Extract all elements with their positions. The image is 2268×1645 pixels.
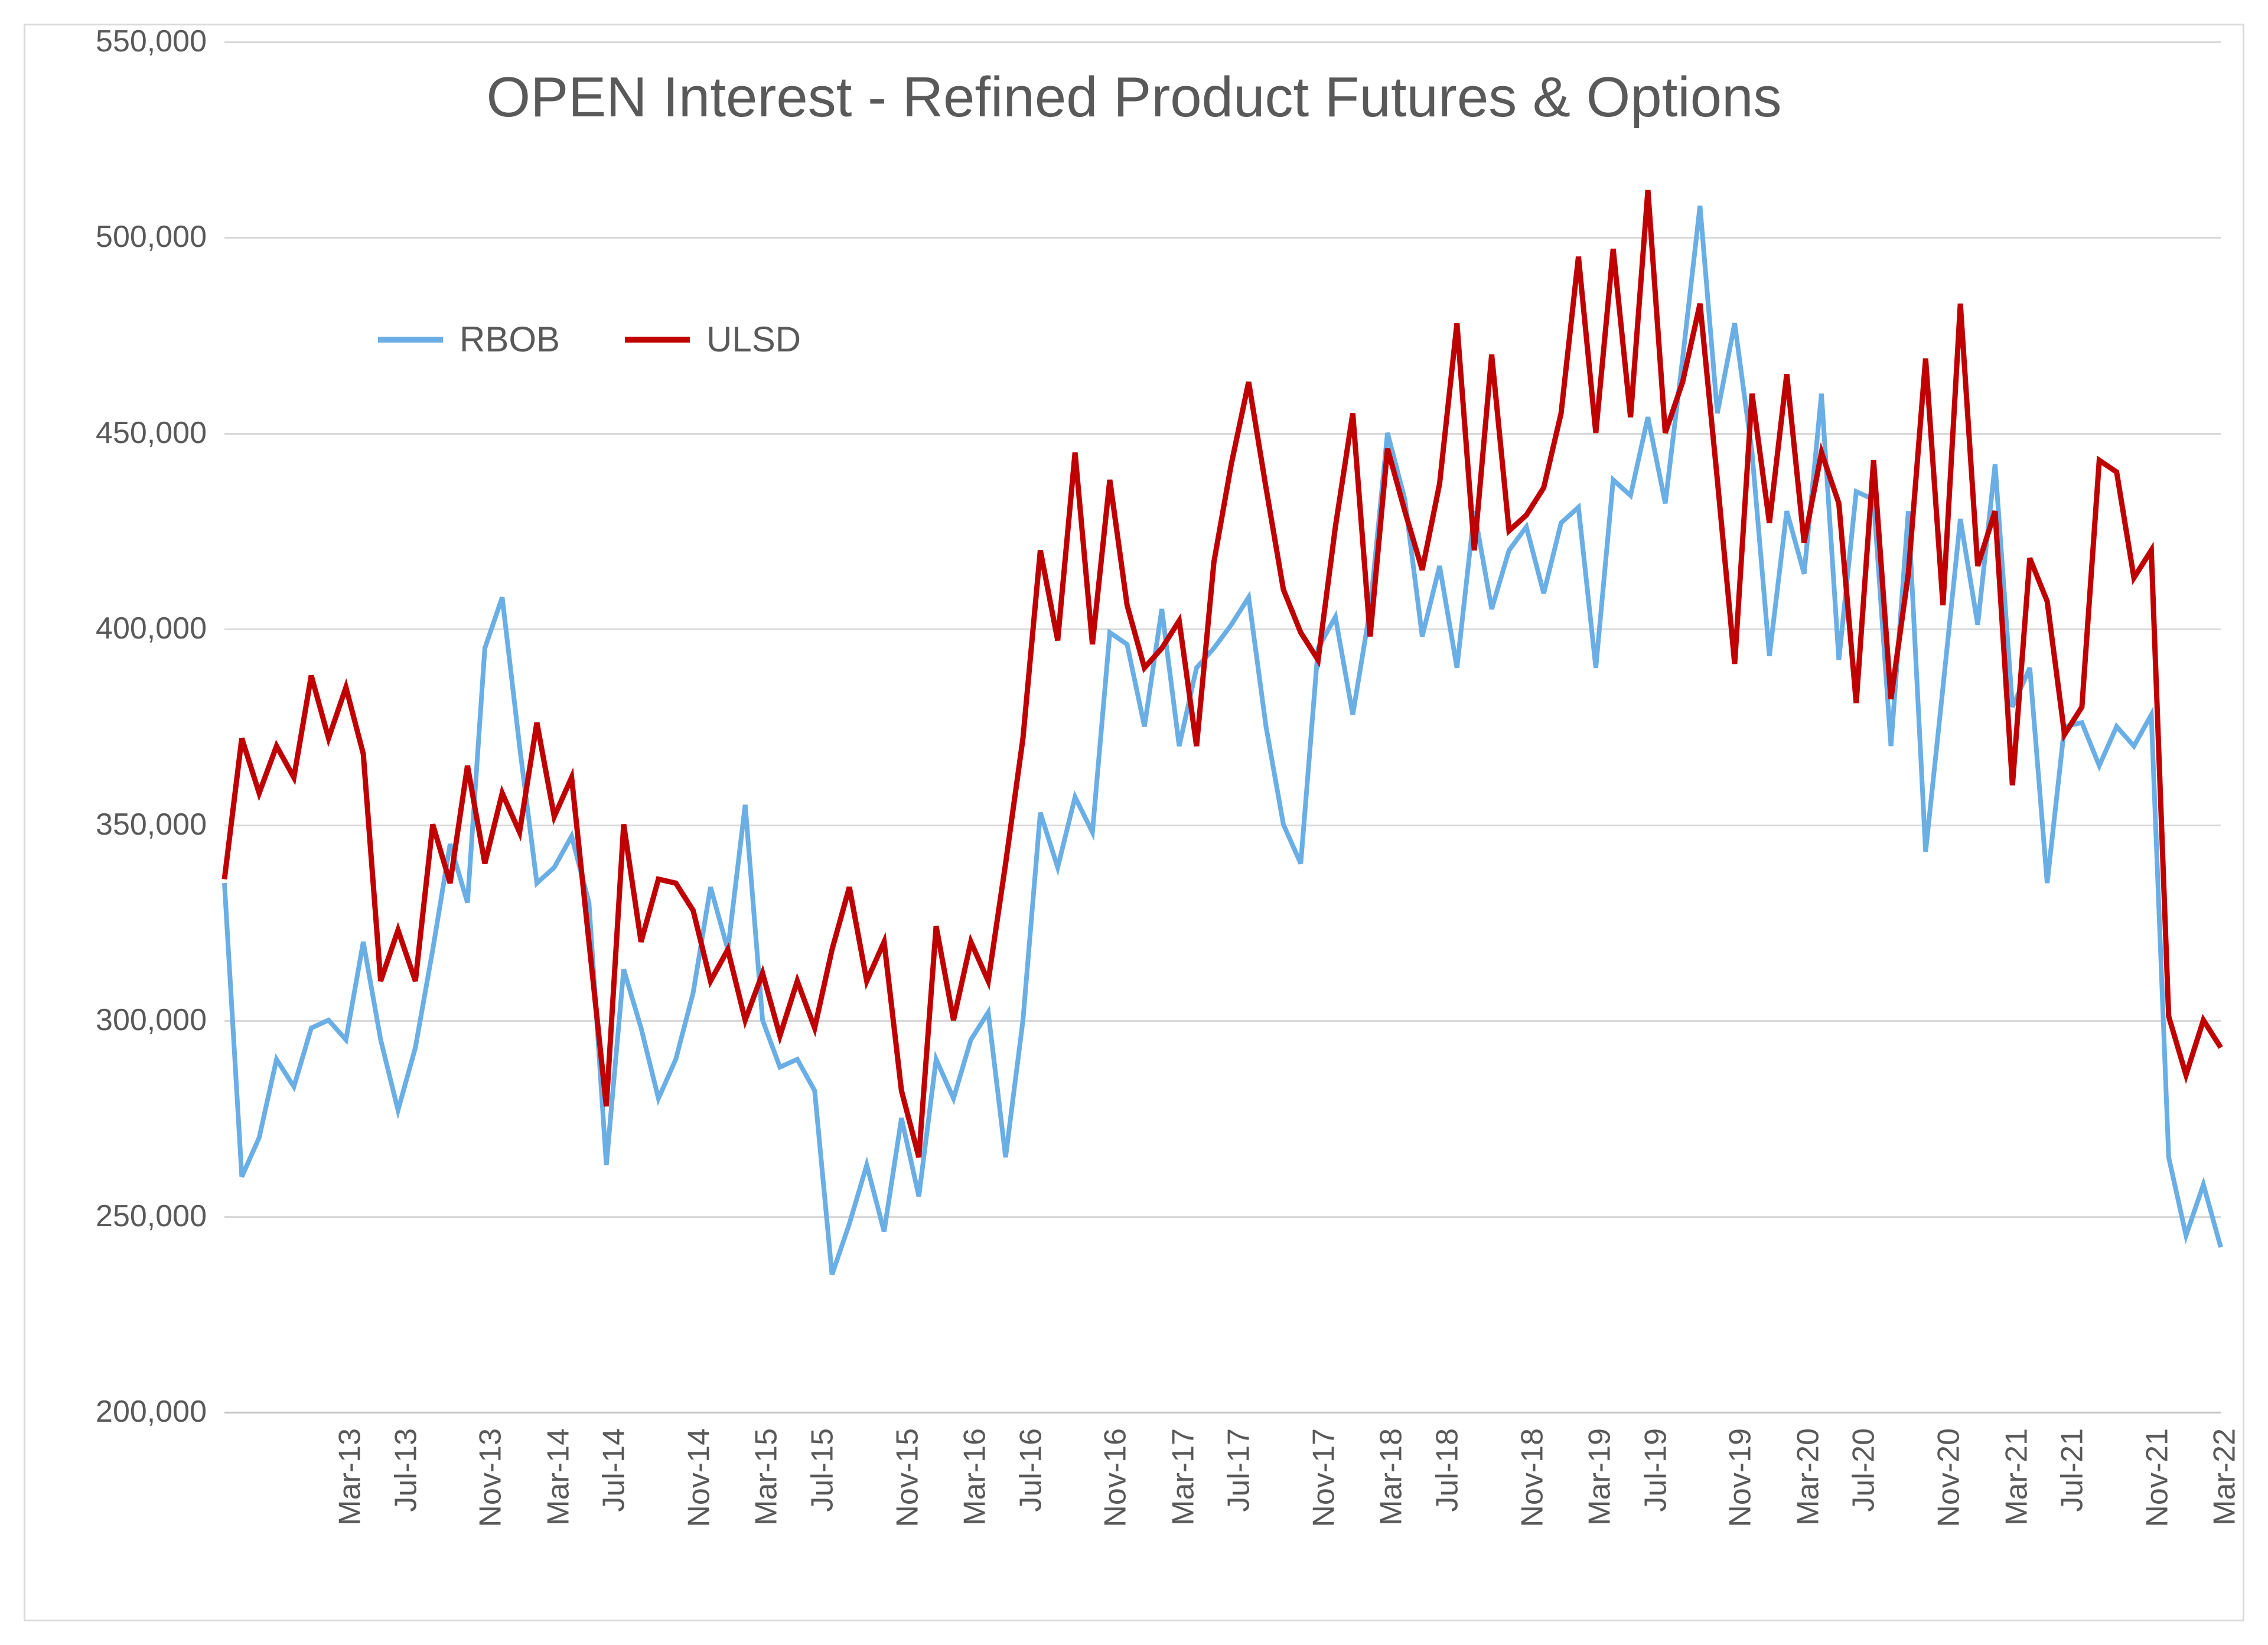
- x-tick-label: Jul-18: [1430, 1428, 1465, 1512]
- y-tick-label: 300,000: [96, 1002, 207, 1038]
- x-tick-label: Mar-14: [540, 1428, 576, 1526]
- series-lines: [224, 41, 2221, 1412]
- x-tick-label: Jul-17: [1221, 1428, 1257, 1512]
- y-tick-label: 550,000: [96, 24, 207, 59]
- x-tick-label: Jul-22: [2263, 1428, 2268, 1512]
- x-tick-label: Jul-21: [2055, 1428, 2090, 1512]
- x-tick-label: Nov-14: [681, 1428, 716, 1527]
- plot-area: [224, 41, 2221, 1412]
- x-tick-label: Nov-20: [1931, 1428, 1967, 1527]
- x-tick-label: Mar-17: [1166, 1428, 1201, 1526]
- legend-label: ULSD: [706, 319, 801, 360]
- legend-item-ulsd: ULSD: [625, 319, 801, 360]
- x-tick-label: Mar-19: [1582, 1428, 1618, 1526]
- x-tick-label: Mar-22: [2207, 1428, 2243, 1526]
- x-tick-label: Nov-13: [473, 1428, 509, 1527]
- gridline: [224, 1412, 2221, 1413]
- legend-label: RBOB: [460, 319, 560, 360]
- x-tick-label: Mar-20: [1791, 1428, 1826, 1526]
- x-tick-label: Mar-15: [749, 1428, 784, 1526]
- legend-item-rbob: RBOB: [378, 319, 560, 360]
- line-chart: OPEN Interest - Refined Product Futures …: [0, 0, 2268, 1645]
- x-tick-label: Nov-19: [1723, 1428, 1758, 1527]
- legend: RBOB ULSD: [378, 319, 801, 360]
- y-tick-label: 250,000: [96, 1198, 207, 1234]
- x-tick-label: Jul-14: [597, 1428, 632, 1512]
- x-tick-label: Nov-17: [1306, 1428, 1342, 1527]
- y-tick-label: 450,000: [96, 415, 207, 451]
- x-tick-label: Nov-16: [1098, 1428, 1133, 1527]
- x-tick-label: Mar-16: [957, 1428, 993, 1526]
- x-tick-label: Mar-18: [1374, 1428, 1409, 1526]
- y-tick-label: 400,000: [96, 611, 207, 646]
- series-rbob: [224, 206, 2221, 1275]
- x-tick-label: Jul-20: [1846, 1428, 1882, 1512]
- x-tick-label: Nov-18: [1514, 1428, 1550, 1527]
- y-tick-label: 500,000: [96, 219, 207, 255]
- x-tick-label: Nov-21: [2139, 1428, 2175, 1527]
- y-tick-label: 200,000: [96, 1394, 207, 1429]
- legend-swatch: [378, 337, 443, 343]
- x-tick-label: Mar-13: [333, 1428, 368, 1526]
- y-tick-label: 350,000: [96, 807, 207, 842]
- x-tick-label: Jul-16: [1013, 1428, 1048, 1512]
- legend-swatch: [625, 337, 690, 343]
- x-tick-label: Mar-21: [1999, 1428, 2034, 1526]
- x-tick-label: Nov-15: [889, 1428, 925, 1527]
- x-tick-label: Jul-13: [388, 1428, 423, 1512]
- x-tick-label: Jul-19: [1638, 1428, 1673, 1512]
- x-tick-label: Jul-15: [805, 1428, 840, 1512]
